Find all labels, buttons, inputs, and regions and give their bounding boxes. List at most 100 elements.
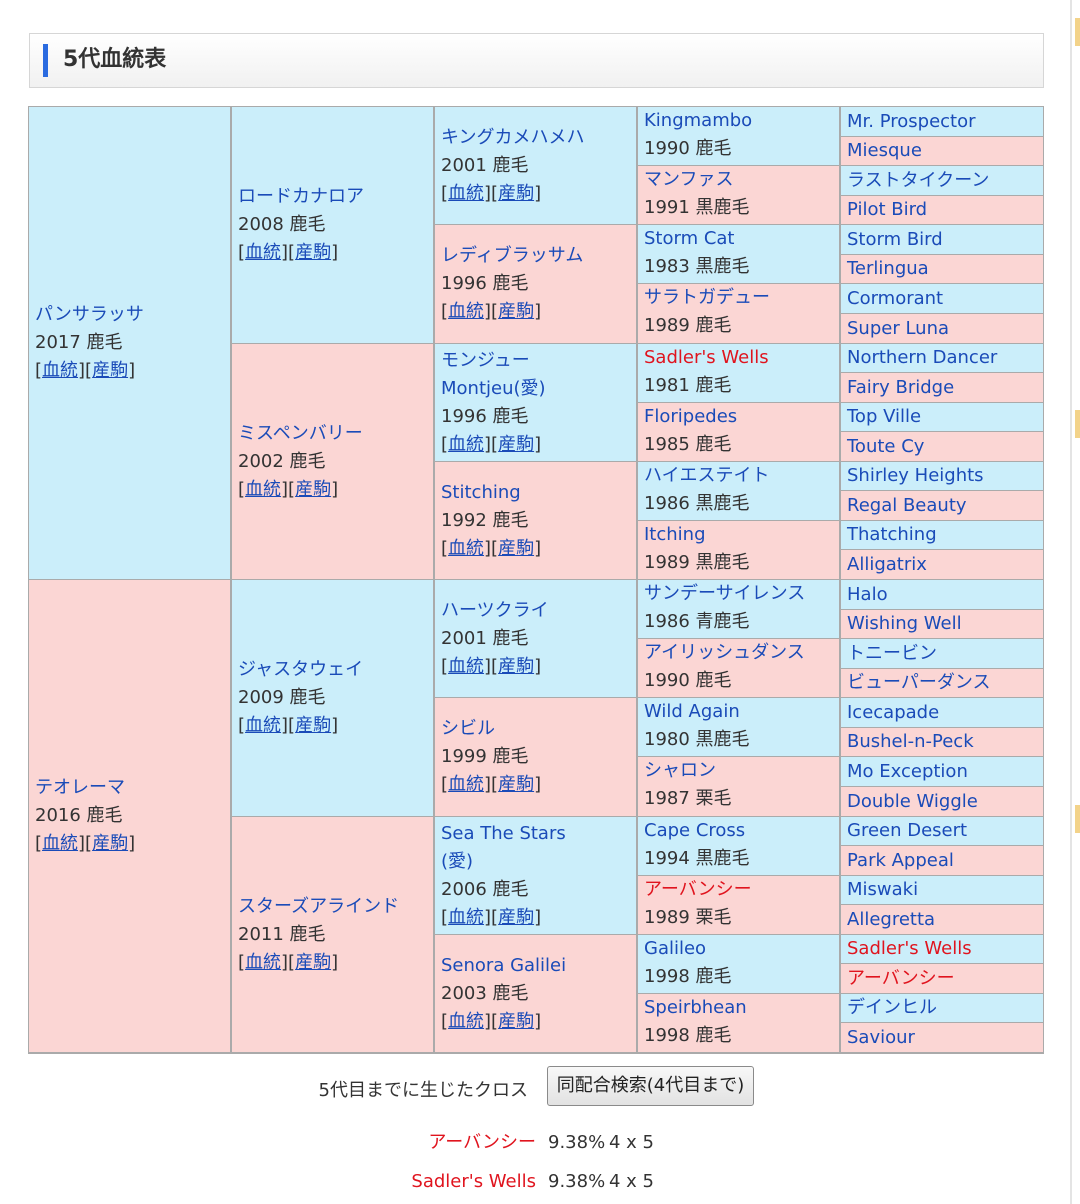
pedigree-link[interactable]: 血統 — [448, 182, 485, 204]
horse-name-link[interactable]: マンファス — [644, 169, 734, 190]
horse-name-link[interactable]: Miswaki — [847, 879, 919, 900]
similar-breeding-search-button[interactable]: 同配合検索(4代目まで) — [547, 1066, 754, 1106]
horse-name-link[interactable]: キングカメハメハ — [441, 126, 585, 148]
offspring-link[interactable]: 産駒 — [92, 360, 129, 381]
pedigree-link[interactable]: 血統 — [448, 537, 485, 559]
pedigree-link[interactable]: 血統 — [245, 242, 282, 263]
horse-name-link[interactable]: Storm Cat — [644, 228, 735, 249]
pedigree-link[interactable]: 血統 — [448, 433, 485, 455]
horse-name-link[interactable]: スターズアラインド — [238, 895, 400, 917]
pedigree-link[interactable]: 血統 — [448, 774, 485, 795]
horse-name-link-cont[interactable]: (愛) — [441, 850, 474, 872]
pedigree-link[interactable]: 血統 — [42, 360, 79, 381]
horse-birth-info: 1994 黒鹿毛 — [644, 845, 833, 873]
horse-name-link[interactable]: ミスペンバリー — [238, 422, 363, 444]
horse-name-link[interactable]: Senora Galilei — [441, 954, 567, 976]
horse-name-link[interactable]: Toute Cy — [847, 435, 925, 457]
horse-name-link[interactable]: Halo — [847, 583, 888, 605]
horse-name-link[interactable]: Pilot Bird — [847, 199, 928, 220]
horse-name-link[interactable]: Alligatrix — [847, 553, 927, 575]
horse-name-link[interactable]: Wishing Well — [847, 613, 962, 634]
horse-name-link[interactable]: ハーツクライ — [441, 599, 549, 621]
offspring-link[interactable]: 産駒 — [498, 301, 535, 322]
horse-name-link[interactable]: Floripedes — [644, 406, 738, 427]
horse-name-link[interactable]: パンサラッサ — [35, 304, 144, 325]
horse-name-link[interactable]: Northern Dancer — [847, 347, 998, 368]
horse-name-link[interactable]: Bushel-n-Peck — [847, 731, 974, 752]
horse-name-link[interactable]: Galileo — [644, 938, 707, 959]
cross-horse-name[interactable]: Sadler's Wells — [411, 1171, 536, 1192]
pedigree-cell-gen5: Saviour — [841, 1023, 1043, 1052]
offspring-link[interactable]: 産駒 — [498, 537, 535, 559]
horse-name-link[interactable]: Mr. Prospector — [847, 110, 976, 132]
horse-name-link[interactable]: Fairy Bridge — [847, 376, 955, 398]
offspring-link[interactable]: 産駒 — [498, 655, 535, 677]
horse-name-link[interactable]: Saviour — [847, 1026, 915, 1048]
horse-name-link[interactable]: Double Wiggle — [847, 790, 978, 812]
offspring-link[interactable]: 産駒 — [295, 478, 332, 500]
pedigree-link[interactable]: 血統 — [245, 478, 282, 500]
offspring-link[interactable]: 産駒 — [295, 951, 332, 973]
horse-name-link[interactable]: アーバンシー — [644, 879, 752, 900]
offspring-link[interactable]: 産駒 — [498, 774, 535, 795]
horse-name-link[interactable]: サラトガデュー — [644, 287, 770, 308]
horse-name-link[interactable]: Regal Beauty — [847, 494, 967, 516]
pedigree-link[interactable]: 血統 — [42, 833, 79, 854]
horse-name-link-cont[interactable]: Montjeu(愛) — [441, 377, 546, 399]
horse-name-link[interactable]: Shirley Heights — [847, 465, 984, 486]
pedigree-link[interactable]: 血統 — [448, 301, 485, 322]
horse-name-link[interactable]: ラストタイクーン — [847, 169, 990, 191]
offspring-link[interactable]: 産駒 — [498, 433, 535, 455]
offspring-link[interactable]: 産駒 — [295, 715, 332, 736]
horse-name-link[interactable]: ハイエステイト — [644, 465, 770, 486]
pedigree-link[interactable]: 血統 — [245, 951, 282, 973]
horse-name-link[interactable]: Park Appeal — [847, 849, 954, 871]
horse-name-link[interactable]: アーバンシー — [847, 967, 955, 989]
horse-name-link[interactable]: サンデーサイレンス — [644, 583, 806, 604]
horse-coat-color: 黒鹿毛 — [695, 848, 750, 869]
horse-name-link[interactable]: トニービン — [847, 642, 937, 664]
offspring-link[interactable]: 産駒 — [498, 182, 535, 204]
horse-name-link[interactable]: Terlingua — [847, 258, 929, 279]
horse-name-link[interactable]: ビューパーダンス — [847, 672, 991, 693]
horse-name-link[interactable]: シャロン — [644, 760, 716, 781]
cross-horse-name[interactable]: アーバンシー — [428, 1132, 536, 1153]
pedigree-link[interactable]: 血統 — [448, 906, 485, 928]
pedigree-link[interactable]: 血統 — [245, 715, 282, 736]
horse-name-link[interactable]: デインヒル — [847, 997, 937, 1018]
horse-name-link[interactable]: Wild Again — [644, 701, 740, 722]
horse-name-link[interactable]: Top Ville — [847, 406, 922, 427]
horse-name-link[interactable]: ロードカナロア — [238, 186, 364, 207]
horse-name-link[interactable]: ジャスタウェイ — [238, 659, 364, 680]
offspring-link[interactable]: 産駒 — [498, 906, 535, 928]
horse-name-link[interactable]: レディブラッサム — [441, 245, 584, 266]
horse-name-link[interactable]: Icecapade — [847, 701, 940, 723]
offspring-link[interactable]: 産駒 — [295, 242, 332, 263]
horse-name-link[interactable]: Cormorant — [847, 287, 944, 309]
horse-name-link[interactable]: アイリッシュダンス — [644, 642, 805, 663]
horse-name-link[interactable]: Cape Cross — [644, 820, 746, 841]
offspring-link[interactable]: 産駒 — [92, 833, 129, 854]
horse-name-link[interactable]: Speirbhean — [644, 997, 747, 1018]
horse-name-link[interactable]: Sadler's Wells — [847, 938, 972, 959]
horse-name-link[interactable]: Sea The Stars — [441, 822, 566, 844]
page-scrollbar[interactable] — [1070, 0, 1072, 1204]
horse-name-link[interactable]: Storm Bird — [847, 228, 943, 250]
pedigree-link[interactable]: 血統 — [448, 1010, 485, 1032]
horse-name-link[interactable]: Super Luna — [847, 317, 950, 339]
horse-name-link[interactable]: Green Desert — [847, 820, 968, 841]
horse-name-link[interactable]: Thatching — [847, 524, 937, 545]
horse-name-link[interactable]: Stitching — [441, 481, 521, 503]
horse-name-link[interactable]: Kingmambo — [644, 110, 753, 131]
horse-name-link[interactable]: テオレーマ — [35, 777, 125, 798]
horse-name-link[interactable]: シビル — [441, 718, 495, 739]
horse-name-link[interactable]: Miesque — [847, 140, 922, 161]
offspring-link[interactable]: 産駒 — [498, 1010, 535, 1032]
horse-links: [血統][産駒] — [441, 906, 542, 928]
horse-name-link[interactable]: モンジュー — [441, 349, 530, 371]
horse-name-link[interactable]: Sadler's Wells — [644, 347, 769, 368]
pedigree-link[interactable]: 血統 — [448, 655, 485, 677]
horse-name-link[interactable]: Allegretta — [847, 908, 936, 930]
horse-name-link[interactable]: Itching — [644, 524, 706, 545]
horse-name-link[interactable]: Mo Exception — [847, 760, 968, 782]
